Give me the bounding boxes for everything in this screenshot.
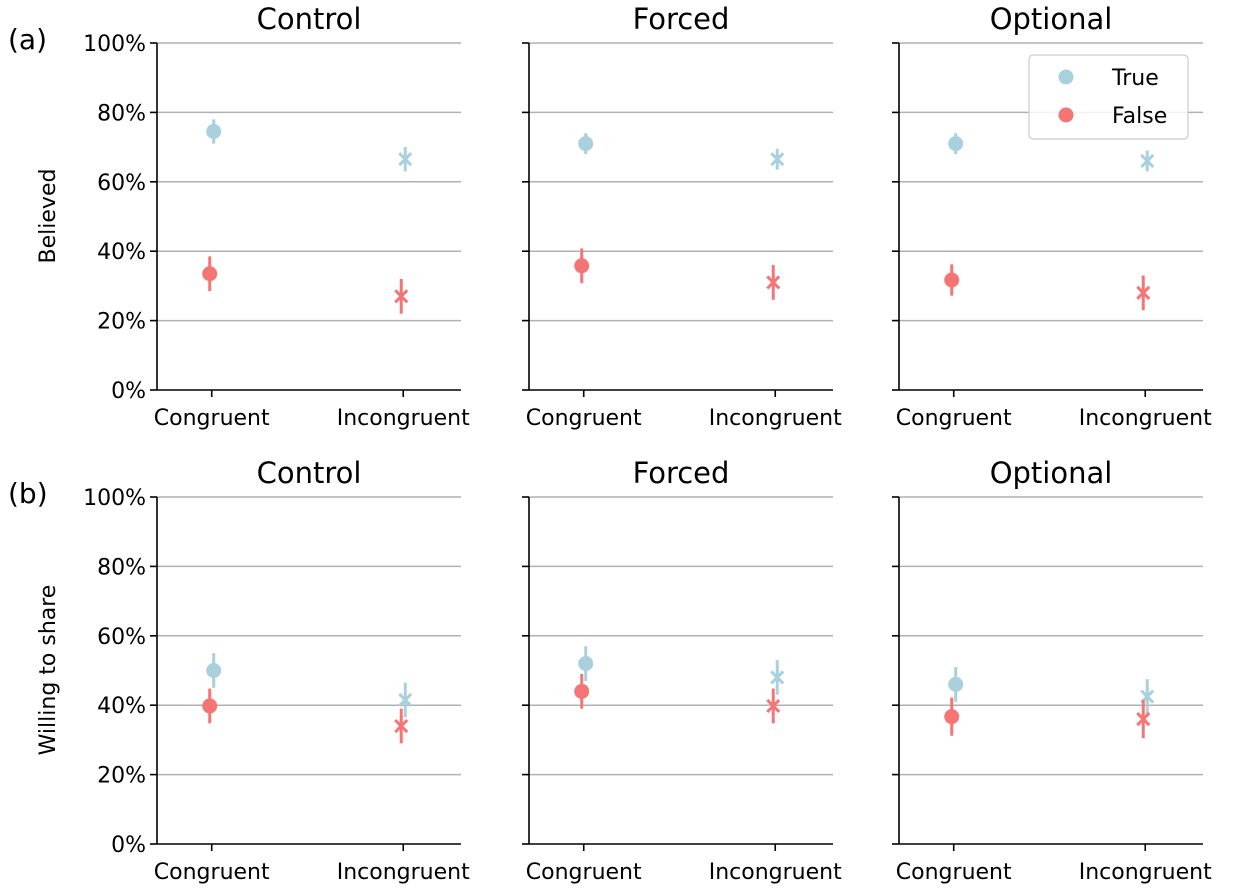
data-point [574, 258, 590, 274]
panel-title: Optional [990, 456, 1113, 490]
x-tick-label: Congruent [154, 406, 270, 431]
data-point [766, 698, 781, 713]
panel-title: Control [257, 2, 362, 36]
panel-control-b: Control 0% 20% 40% 60% 80% 100% Congruent Incong… [83, 456, 470, 885]
panel-forced-b: Forced Congruent Incongruent [522, 456, 842, 885]
x-tick-label: Congruent [526, 860, 642, 885]
x-tick-label: Congruent [154, 860, 270, 885]
x-tick-label: Incongruent [337, 860, 470, 885]
y-tick-label: 40% [97, 694, 146, 719]
panel-forced-a: Forced Congruent Incongruent [522, 2, 842, 431]
panel-title: Optional [990, 2, 1113, 36]
data-point [202, 698, 218, 714]
y-axis-label-bottom: Willing to share [36, 585, 61, 756]
data-point [770, 152, 785, 167]
data-point [1136, 712, 1151, 727]
y-axis-label-top: Believed [36, 169, 61, 264]
y-tick-label: 0% [111, 379, 146, 404]
y-tick-label: 100% [83, 32, 146, 57]
data-point [574, 683, 590, 699]
data-point [1136, 285, 1151, 300]
data-point [944, 709, 960, 725]
data-point [578, 136, 594, 152]
y-tick-label: 40% [97, 240, 146, 265]
x-tick-label: Incongruent [1079, 860, 1212, 885]
data-point [394, 718, 409, 734]
data-point [948, 136, 964, 152]
subplot-grid: Control 0% 20% 40% 60% 80% 100% Congruent Incong… [83, 2, 1212, 885]
data-point [770, 670, 785, 685]
x-tick-label: Incongruent [709, 406, 842, 431]
legend-marker [1058, 107, 1074, 123]
panel-title: Control [257, 456, 362, 490]
data-point [206, 663, 222, 678]
y-tick-label: 60% [97, 171, 146, 196]
data-point [206, 123, 222, 139]
data-point [948, 676, 964, 692]
x-tick-label: Incongruent [709, 860, 842, 885]
panel-title: Forced [633, 2, 730, 36]
y-tick-label: 100% [83, 486, 146, 511]
y-tick-label: 80% [97, 101, 146, 126]
row-label-b: (b) [8, 477, 48, 510]
legend-label: True [1111, 66, 1159, 91]
x-tick-label: Congruent [896, 860, 1012, 885]
data-point [766, 275, 781, 290]
y-tick-label: 20% [97, 764, 146, 789]
legend: True False [1028, 54, 1189, 140]
legend-label: False [1112, 104, 1167, 129]
x-tick-label: Congruent [896, 406, 1012, 431]
data-point [578, 656, 594, 672]
legend-marker [1058, 69, 1074, 85]
data-point [394, 289, 409, 304]
panel-optional-b: Optional Congruent Incongruent [892, 456, 1212, 885]
panel-title: Forced [633, 456, 730, 490]
y-tick-label: 20% [97, 310, 146, 335]
row-label-a: (a) [8, 23, 47, 56]
x-tick-label: Incongruent [1079, 406, 1212, 431]
data-point [1140, 153, 1155, 169]
data-point [398, 152, 413, 167]
data-point [944, 272, 960, 288]
data-point [202, 266, 218, 282]
panel-control-a: Control 0% 20% 40% 60% 80% 100% Congruent Incong… [83, 2, 470, 431]
x-tick-label: Incongruent [337, 406, 470, 431]
data-point [398, 692, 413, 708]
y-tick-label: 0% [111, 833, 146, 858]
panel-optional-a: Optional Congruent Incongruent [892, 2, 1212, 431]
y-tick-label: 80% [97, 555, 146, 580]
y-tick-label: 60% [97, 625, 146, 650]
x-tick-label: Congruent [526, 406, 642, 431]
